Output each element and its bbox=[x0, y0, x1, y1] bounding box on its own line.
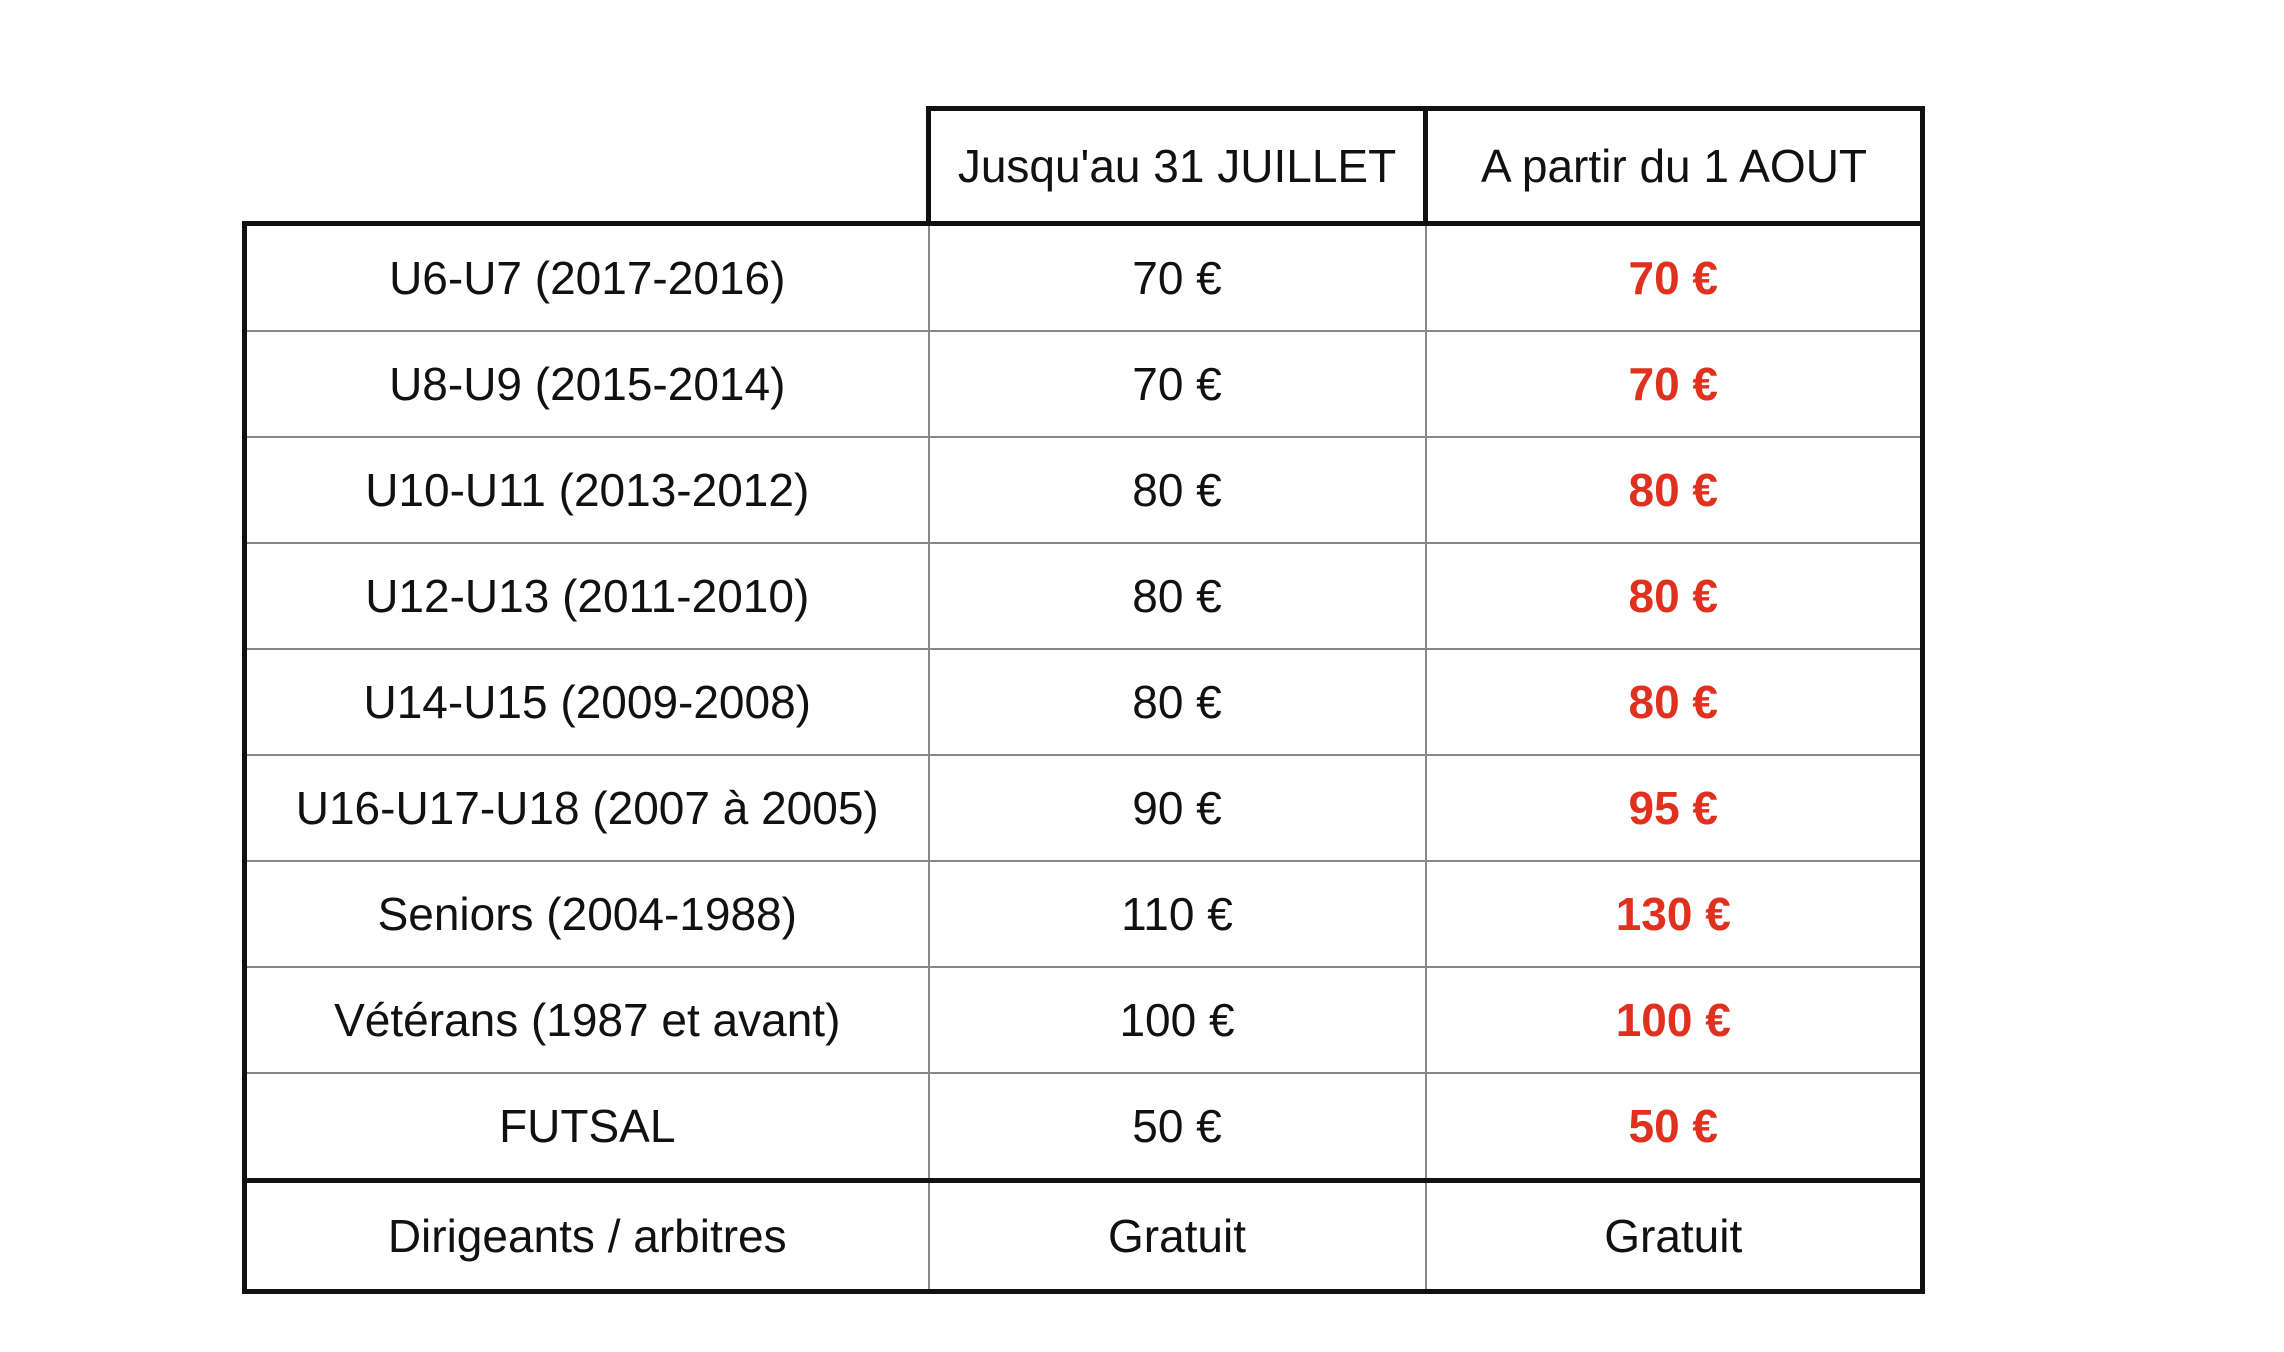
table-row: U8-U9 (2015-2014) 70 €70 € bbox=[242, 330, 1925, 438]
category-cell: U8-U9 (2015-2014) bbox=[242, 330, 930, 438]
price-after-cell: 70 € bbox=[1424, 330, 1925, 438]
price-before-cell: 50 € bbox=[927, 1072, 1427, 1182]
table-header-row: Jusqu'au 31 JUILLET A partir du 1 AOUT bbox=[244, 106, 1925, 226]
table-row: Seniors (2004-1988) 110 €130 € bbox=[242, 860, 1925, 968]
header-after-august: A partir du 1 AOUT bbox=[1423, 106, 1925, 226]
table-body: U6-U7 (2017-2016) 70 €70 € U8-U9 (2015-201… bbox=[242, 221, 1925, 1182]
category-cell: Seniors (2004-1988) bbox=[242, 860, 930, 968]
category-cell: Vétérans (1987 et avant) bbox=[242, 966, 930, 1074]
category-cell: U10-U11 (2013-2012) bbox=[242, 436, 930, 544]
footer-before-cell: Gratuit bbox=[927, 1178, 1427, 1294]
table-row: U10-U11 (2013-2012) 80 €80 € bbox=[242, 436, 1925, 544]
category-cell: FUTSAL bbox=[242, 1072, 930, 1182]
price-before-cell: 80 € bbox=[927, 542, 1427, 650]
price-before-cell: 80 € bbox=[927, 648, 1427, 756]
category-cell: U14-U15 (2009-2008) bbox=[242, 648, 930, 756]
category-cell: U16-U17-U18 (2007 à 2005) bbox=[242, 754, 930, 862]
price-before-cell: 110 € bbox=[927, 860, 1427, 968]
table-row: U12-U13 (2011-2010) 80 €80 € bbox=[242, 542, 1925, 650]
price-after-cell: 80 € bbox=[1424, 542, 1925, 650]
category-cell: U6-U7 (2017-2016) bbox=[242, 221, 930, 332]
category-cell: U12-U13 (2011-2010) bbox=[242, 542, 930, 650]
price-after-cell: 100 € bbox=[1424, 966, 1925, 1074]
price-after-cell: 70 € bbox=[1424, 221, 1925, 332]
price-before-cell: 100 € bbox=[927, 966, 1427, 1074]
price-before-cell: 70 € bbox=[927, 330, 1427, 438]
price-after-cell: 130 € bbox=[1424, 860, 1925, 968]
table-row: FUTSAL 50 €50 € bbox=[242, 1072, 1925, 1182]
price-before-cell: 90 € bbox=[927, 754, 1427, 862]
price-after-cell: 50 € bbox=[1424, 1072, 1925, 1182]
footer-after-cell: Gratuit bbox=[1424, 1178, 1925, 1294]
table-row: U6-U7 (2017-2016) 70 €70 € bbox=[242, 221, 1925, 332]
price-before-cell: 70 € bbox=[927, 221, 1427, 332]
header-blank-cell bbox=[244, 108, 929, 224]
price-after-cell: 95 € bbox=[1424, 754, 1925, 862]
pricing-table: Jusqu'au 31 JUILLET A partir du 1 AOUT U… bbox=[242, 106, 1925, 1294]
header-before-july: Jusqu'au 31 JUILLET bbox=[926, 106, 1428, 226]
price-after-cell: 80 € bbox=[1424, 436, 1925, 544]
table-row: Vétérans (1987 et avant) 100 €100 € bbox=[242, 966, 1925, 1074]
table-footer-row: Dirigeants / arbitres Gratuit Gratuit bbox=[242, 1178, 1925, 1294]
table-row: U14-U15 (2009-2008) 80 €80 € bbox=[242, 648, 1925, 756]
price-after-cell: 80 € bbox=[1424, 648, 1925, 756]
pricing-table-container: Jusqu'au 31 JUILLET A partir du 1 AOUT U… bbox=[242, 106, 1925, 1294]
footer-category-cell: Dirigeants / arbitres bbox=[242, 1178, 930, 1294]
price-before-cell: 80 € bbox=[927, 436, 1427, 544]
table-row: U16-U17-U18 (2007 à 2005) 90 €95 € bbox=[242, 754, 1925, 862]
